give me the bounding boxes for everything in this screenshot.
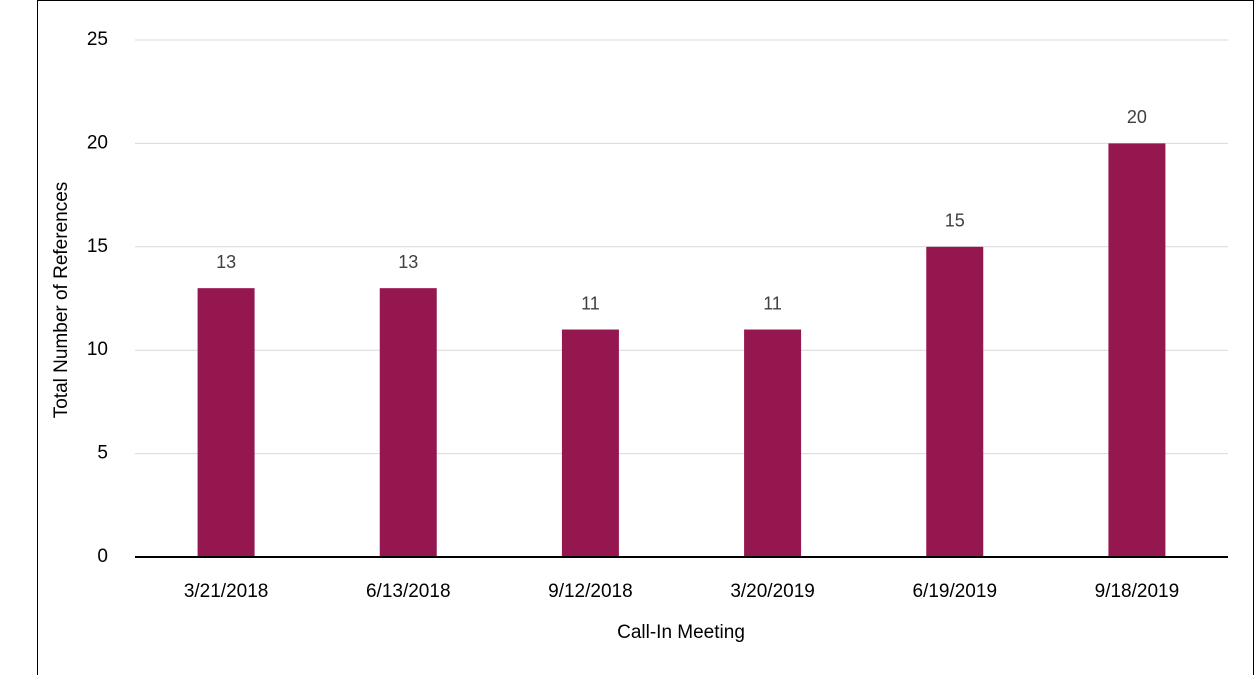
y-tick-label: 5 xyxy=(97,443,108,464)
y-tick-label: 10 xyxy=(87,339,108,360)
data-label: 20 xyxy=(1127,107,1147,127)
bar xyxy=(379,288,437,557)
bar xyxy=(1108,143,1166,557)
data-label: 11 xyxy=(763,293,782,313)
x-tick-label: 6/13/2018 xyxy=(366,581,451,602)
bar xyxy=(197,288,255,557)
x-tick-label: 9/12/2018 xyxy=(548,581,633,602)
data-label: 11 xyxy=(581,293,600,313)
x-tick-label: 3/20/2019 xyxy=(730,581,815,602)
y-tick-label: 15 xyxy=(87,236,108,257)
bar xyxy=(561,329,619,557)
data-label: 13 xyxy=(216,252,236,272)
data-label: 13 xyxy=(398,252,418,272)
y-tick-label: 25 xyxy=(87,29,108,50)
y-tick-label: 20 xyxy=(87,132,108,153)
x-tick-label: 3/21/2018 xyxy=(184,581,269,602)
x-axis-title: Call-In Meeting xyxy=(617,622,745,643)
data-label: 15 xyxy=(945,211,965,231)
x-tick-label: 9/18/2019 xyxy=(1095,581,1180,602)
bar xyxy=(926,246,984,558)
y-axis-title: Total Number of References xyxy=(51,182,72,419)
chart-frame xyxy=(37,0,1254,675)
y-tick-label: 0 xyxy=(97,546,108,567)
bar xyxy=(744,329,802,557)
x-tick-label: 6/19/2019 xyxy=(912,581,997,602)
